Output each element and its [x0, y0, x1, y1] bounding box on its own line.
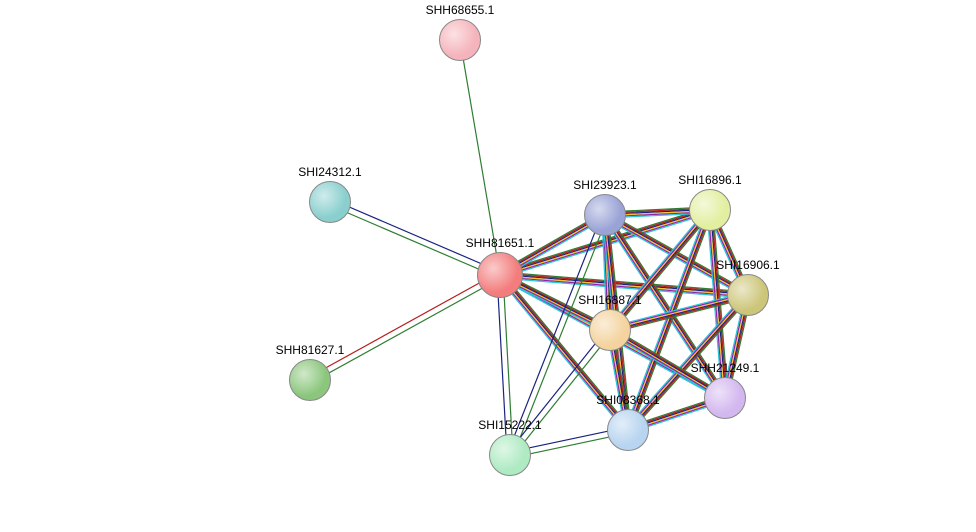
- node-circle[interactable]: [589, 309, 631, 351]
- node-SHH21249[interactable]: SHH21249.1: [704, 377, 746, 419]
- node-circle[interactable]: [289, 359, 331, 401]
- network-diagram: SHH81651.1 SHH68655.1 SHI24312.1 SHH81627.1…: [0, 0, 976, 532]
- node-label: SHI16906.1: [716, 258, 779, 272]
- node-SHH81651[interactable]: SHH81651.1: [477, 252, 523, 298]
- node-label: SHI16887.1: [578, 293, 641, 307]
- node-circle[interactable]: [489, 434, 531, 476]
- node-circle[interactable]: [689, 189, 731, 231]
- node-label: SHI24312.1: [298, 165, 361, 179]
- node-label: SHH68655.1: [426, 3, 495, 17]
- node-circle[interactable]: [439, 19, 481, 61]
- node-SHI08368[interactable]: SHI08368.1: [607, 409, 649, 451]
- node-circle[interactable]: [727, 274, 769, 316]
- node-label: SHH81651.1: [466, 236, 535, 250]
- node-SHI16896[interactable]: SHI16896.1: [689, 189, 731, 231]
- node-label: SHI23923.1: [573, 178, 636, 192]
- node-label: SHI08368.1: [596, 393, 659, 407]
- node-label: SHI16896.1: [678, 173, 741, 187]
- node-SHI16887[interactable]: SHI16887.1: [589, 309, 631, 351]
- node-circle[interactable]: [309, 181, 351, 223]
- node-SHI16906[interactable]: SHI16906.1: [727, 274, 769, 316]
- node-SHI24312[interactable]: SHI24312.1: [309, 181, 351, 223]
- node-SHH68655[interactable]: SHH68655.1: [439, 19, 481, 61]
- node-circle[interactable]: [477, 252, 523, 298]
- node-circle[interactable]: [704, 377, 746, 419]
- node-SHI15222[interactable]: SHI15222.1: [489, 434, 531, 476]
- node-SHI23923[interactable]: SHI23923.1: [584, 194, 626, 236]
- node-label: SHH21249.1: [691, 361, 760, 375]
- node-label: SHH81627.1: [276, 343, 345, 357]
- node-SHH81627[interactable]: SHH81627.1: [289, 359, 331, 401]
- node-circle[interactable]: [584, 194, 626, 236]
- node-label: SHI15222.1: [478, 418, 541, 432]
- node-circle[interactable]: [607, 409, 649, 451]
